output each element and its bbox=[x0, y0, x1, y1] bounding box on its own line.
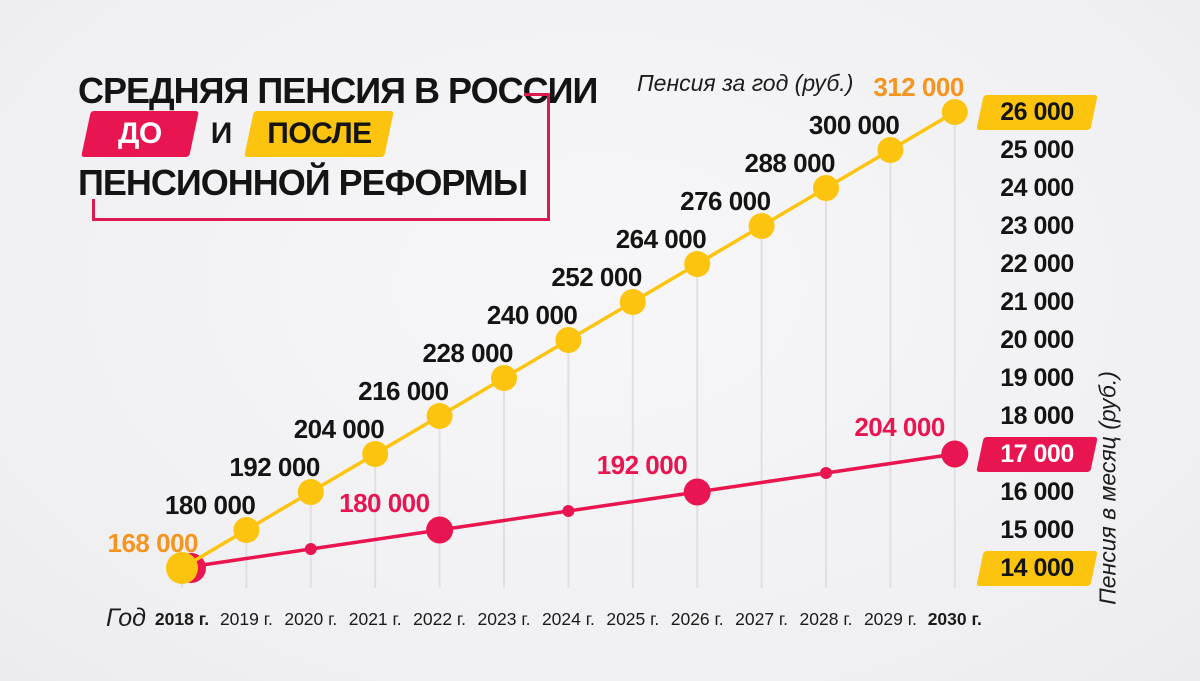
after-reform-label: 168 000 bbox=[108, 528, 199, 558]
right-axis-tick-label: 25 000 bbox=[1000, 135, 1074, 164]
after-reform-label: 300 000 bbox=[809, 110, 900, 140]
right-axis-tick: 18 000 bbox=[978, 398, 1096, 435]
right-axis-tick-label: 16 000 bbox=[1000, 477, 1074, 506]
after-reform-point bbox=[491, 365, 517, 391]
right-axis-tick-label: 17 000 bbox=[1000, 439, 1074, 468]
x-axis-tick: 2024 г. bbox=[541, 609, 595, 629]
right-axis-tick-label: 23 000 bbox=[1000, 211, 1074, 240]
before-reform-label: 192 000 bbox=[597, 450, 688, 480]
after-reform-point bbox=[748, 213, 775, 239]
after-reform-point bbox=[877, 137, 904, 163]
before-badge: ДО bbox=[81, 111, 199, 157]
before-reform-label: 180 000 bbox=[339, 488, 430, 518]
after-reform-label: 204 000 bbox=[294, 414, 385, 444]
right-axis-tick: 23 000 bbox=[978, 208, 1096, 245]
after-reform-label: 192 000 bbox=[229, 452, 320, 482]
before-reform-point bbox=[820, 467, 832, 479]
right-axis-tick: 20 000 bbox=[978, 322, 1096, 359]
after-reform-label: 264 000 bbox=[616, 224, 707, 254]
before-reform-point bbox=[941, 440, 969, 468]
x-axis-tick: 2030 г. bbox=[927, 609, 982, 629]
yearly-axis-title: Пенсия за год (руб.) bbox=[637, 70, 854, 96]
after-reform-label: 312 000 bbox=[873, 72, 964, 102]
after-reform-label: 276 000 bbox=[680, 186, 771, 216]
page-title-line3: ПЕНСИОННОЙ РЕФОРМЫ bbox=[78, 162, 528, 203]
right-axis-tick-label: 19 000 bbox=[1000, 363, 1074, 392]
right-axis-tick: 14 000 bbox=[976, 550, 1098, 587]
x-axis-tick: 2022 г. bbox=[413, 609, 467, 629]
right-axis-tick: 24 000 bbox=[978, 170, 1096, 207]
x-axis-tick: 2023 г. bbox=[477, 609, 531, 629]
right-axis-tick: 16 000 bbox=[978, 474, 1096, 511]
before-reform-point bbox=[683, 478, 711, 506]
right-axis-tick-label: 24 000 bbox=[1000, 173, 1074, 202]
title-bracket-top-stub bbox=[524, 93, 548, 96]
right-axis-tick-label: 21 000 bbox=[1000, 287, 1074, 316]
right-axis-tick-label: 14 000 bbox=[1000, 553, 1074, 582]
x-axis-tick: 2026 г. bbox=[670, 609, 724, 629]
after-reform-label: 216 000 bbox=[358, 376, 449, 406]
after-reform-point bbox=[233, 517, 260, 543]
after-reform-label: 288 000 bbox=[745, 148, 836, 178]
right-axis-tick: 21 000 bbox=[978, 284, 1096, 321]
right-axis-tick: 15 000 bbox=[978, 512, 1096, 549]
after-reform-point bbox=[941, 99, 968, 125]
right-axis-tick-label: 20 000 bbox=[1000, 325, 1074, 354]
right-axis-tick: 25 000 bbox=[978, 132, 1096, 169]
conjunction-label: И bbox=[210, 117, 233, 150]
right-axis-ticks: 26 000 25 000 24 000 23 000 22 000 21 000 20 0… bbox=[976, 0, 1098, 681]
title-bracket-left-stub bbox=[92, 199, 95, 221]
before-reform-point bbox=[426, 516, 454, 544]
right-axis-tick-label: 26 000 bbox=[1000, 97, 1074, 126]
right-axis-tick: 17 000 bbox=[976, 436, 1098, 473]
after-reform-label: 240 000 bbox=[487, 300, 578, 330]
after-reform-point bbox=[426, 403, 453, 429]
x-axis-tick: 2020 г. bbox=[284, 609, 338, 629]
title-bracket bbox=[92, 93, 550, 221]
right-axis-tick: 19 000 bbox=[978, 360, 1096, 397]
x-axis-tick: 2028 г. bbox=[799, 609, 853, 629]
after-reform-point bbox=[362, 441, 389, 467]
before-badge-label: ДО bbox=[118, 117, 162, 150]
right-axis-tick-label: 18 000 bbox=[1000, 401, 1074, 430]
after-reform-point bbox=[555, 327, 582, 353]
right-axis-tick: 22 000 bbox=[978, 246, 1096, 283]
monthly-axis-title: Пенсия в месяц (руб.) bbox=[1094, 371, 1121, 605]
x-axis-tick: 2029 г. bbox=[863, 609, 917, 629]
after-reform-point bbox=[813, 175, 839, 201]
x-axis-tick: 2027 г. bbox=[735, 609, 789, 629]
right-axis-tick-label: 15 000 bbox=[1000, 515, 1074, 544]
x-axis-title: Год bbox=[106, 604, 146, 632]
x-axis-tick: 2025 г. bbox=[606, 609, 660, 629]
after-reform-point bbox=[619, 289, 646, 315]
after-reform-point bbox=[166, 552, 198, 584]
page-title-line1: СРЕДНЯЯ ПЕНСИЯ В РОССИИ bbox=[78, 70, 598, 111]
x-axis-tick: 2021 г. bbox=[348, 609, 402, 629]
x-axis-tick: 2018 г. bbox=[154, 609, 210, 629]
page-title-line2: ДО И ПОСЛЕ bbox=[81, 110, 395, 158]
after-reform-label: 180 000 bbox=[165, 490, 256, 520]
before-reform-point bbox=[304, 543, 317, 555]
right-axis-tick: 26 000 bbox=[976, 94, 1098, 131]
before-reform-label: 204 000 bbox=[854, 412, 945, 442]
after-reform-point bbox=[684, 251, 711, 277]
before-reform-point bbox=[562, 505, 575, 517]
after-reform-label: 252 000 bbox=[551, 262, 642, 292]
after-badge: ПОСЛЕ bbox=[244, 111, 395, 157]
x-axis-tick: 2019 г. bbox=[219, 609, 273, 629]
after-badge-label: ПОСЛЕ bbox=[267, 117, 372, 150]
right-axis-tick-label: 22 000 bbox=[1000, 249, 1074, 278]
after-reform-label: 228 000 bbox=[423, 338, 514, 368]
after-reform-point bbox=[297, 479, 324, 505]
